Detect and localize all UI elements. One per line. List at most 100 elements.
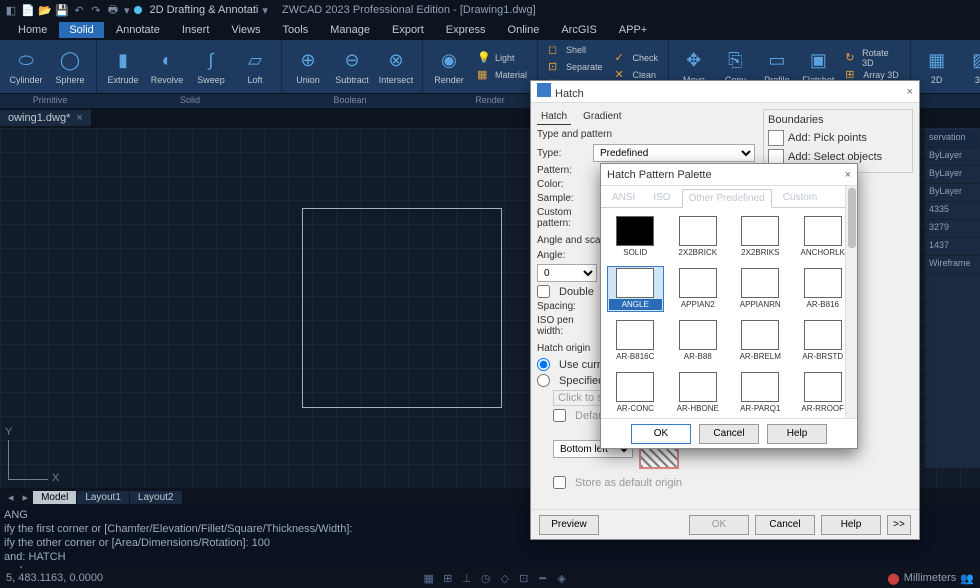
prop-row[interactable]: ByLayer: [927, 148, 978, 166]
angle-select[interactable]: 0: [537, 264, 597, 282]
scrollbar-thumb[interactable]: [848, 188, 856, 248]
ribbon-sweep-button[interactable]: ∫Sweep: [191, 42, 231, 92]
layout-tab-layout2[interactable]: Layout2: [130, 491, 182, 504]
osnap-toggle-icon[interactable]: ◇: [497, 570, 513, 586]
qat-dropdown-icon[interactable]: ▾: [124, 4, 130, 17]
palette-cancel-button[interactable]: Cancel: [699, 424, 759, 444]
palette-ok-button[interactable]: OK: [631, 424, 691, 444]
layout-nav-first-icon[interactable]: ◂: [4, 491, 18, 504]
rectangle-entity[interactable]: [302, 208, 502, 408]
pattern-appianrn[interactable]: APPIANRN: [732, 266, 789, 312]
pattern-angle[interactable]: ANGLE: [607, 266, 664, 312]
layout-tab-model[interactable]: Model: [33, 491, 76, 504]
menu-insert[interactable]: Insert: [172, 22, 220, 38]
prop-row[interactable]: 1437: [927, 238, 978, 256]
pattern-ar-b816c[interactable]: AR-B816C: [607, 318, 664, 364]
print-icon[interactable]: 🖶: [106, 3, 120, 17]
ribbon-sphere-button[interactable]: ◯Sphere: [50, 42, 90, 92]
people-icon[interactable]: 👥: [960, 572, 974, 585]
palette-titlebar[interactable]: Hatch Pattern Palette ×: [601, 164, 857, 186]
prop-row[interactable]: ByLayer: [927, 166, 978, 184]
workspace-dropdown-icon[interactable]: ▾: [262, 4, 268, 17]
snap-toggle-icon[interactable]: ▦: [421, 570, 437, 586]
lwt-toggle-icon[interactable]: ━: [535, 570, 551, 586]
menu-arcgis[interactable]: ArcGIS: [551, 22, 606, 38]
menu-export[interactable]: Export: [382, 22, 434, 38]
redo-icon[interactable]: ↷: [89, 3, 103, 17]
double-checkbox[interactable]: [537, 285, 550, 298]
origin-store-checkbox[interactable]: [553, 476, 566, 489]
ribbon-light-button[interactable]: 💡Light: [473, 50, 531, 66]
cancel-button[interactable]: Cancel: [755, 515, 815, 535]
type-select[interactable]: Predefined: [593, 144, 755, 162]
pattern-ar-hbone[interactable]: AR-HBONE: [670, 370, 727, 416]
app-icon[interactable]: ◧: [4, 3, 18, 17]
layout-tab-layout1[interactable]: Layout1: [77, 491, 129, 504]
polar-toggle-icon[interactable]: ◷: [478, 570, 494, 586]
ribbon-revolve-button[interactable]: ◐Revolve: [147, 42, 187, 92]
ribbon-extrude-button[interactable]: ▮Extrude: [103, 42, 143, 92]
menu-app+[interactable]: APP+: [609, 22, 657, 38]
palette-tab-iso[interactable]: ISO: [646, 188, 677, 207]
ribbon-loft-button[interactable]: ▱Loft: [235, 42, 275, 92]
ribbon-subtract-button[interactable]: ⊖Subtract: [332, 42, 372, 92]
menu-annotate[interactable]: Annotate: [106, 22, 170, 38]
menu-views[interactable]: Views: [221, 22, 270, 38]
pattern-ar-b816[interactable]: AR-B816: [795, 266, 852, 312]
palette-close-icon[interactable]: ×: [845, 169, 851, 181]
hatch-dialog-close-icon[interactable]: ×: [907, 86, 913, 98]
pattern-2x2brick[interactable]: 2X2BRICK: [670, 214, 727, 260]
menu-home[interactable]: Home: [8, 22, 57, 38]
pattern-ar-brelm[interactable]: AR-BRELM: [732, 318, 789, 364]
ribbon-render-button[interactable]: ◉Render: [429, 42, 469, 92]
tab-gradient[interactable]: Gradient: [579, 109, 625, 125]
more-button[interactable]: >>: [887, 515, 911, 535]
help-button[interactable]: Help: [821, 515, 881, 535]
ribbon-check-button[interactable]: ✓Check: [611, 50, 663, 66]
otrack-toggle-icon[interactable]: ⊡: [516, 570, 532, 586]
palette-scrollbar[interactable]: [845, 186, 857, 418]
ribbon-intersect-button[interactable]: ⊗Intersect: [376, 42, 416, 92]
pattern-anchorlk[interactable]: ANCHORLK: [795, 214, 852, 260]
workspace-selector[interactable]: 2D Drafting & Annotati: [150, 4, 259, 16]
menu-manage[interactable]: Manage: [320, 22, 380, 38]
palette-tab-custom[interactable]: Custom: [776, 188, 824, 207]
save-icon[interactable]: 💾: [55, 3, 69, 17]
ribbon-cylinder-button[interactable]: ⬭Cylinder: [6, 42, 46, 92]
menu-online[interactable]: Online: [498, 22, 550, 38]
add-pick-points-button[interactable]: Add: Pick points: [768, 130, 908, 146]
doctab-close-icon[interactable]: ×: [76, 112, 82, 124]
ribbon-2d-button[interactable]: ▦2D: [917, 42, 957, 92]
ortho-toggle-icon[interactable]: ⊥: [459, 570, 475, 586]
pattern-solid[interactable]: SOLID: [607, 214, 664, 260]
menu-solid[interactable]: Solid: [59, 22, 103, 38]
ribbon-shell-button[interactable]: ◻Shell: [544, 42, 607, 58]
layout-nav-prev-icon[interactable]: ▸: [19, 491, 33, 504]
preview-button[interactable]: Preview: [539, 515, 599, 535]
ribbon-material-button[interactable]: ▦Material: [473, 67, 531, 83]
prop-row[interactable]: Wireframe: [927, 256, 978, 274]
pattern-ar-rroof[interactable]: AR-RROOF: [795, 370, 852, 416]
pattern-ar-parq1[interactable]: AR-PARQ1: [732, 370, 789, 416]
pattern-appian2[interactable]: APPIAN2: [670, 266, 727, 312]
ribbon-rotate-3d-button[interactable]: ↻Rotate 3D: [841, 50, 903, 66]
palette-help-button[interactable]: Help: [767, 424, 827, 444]
palette-tab-other-predefined[interactable]: Other Predefined: [682, 189, 772, 208]
dyn-toggle-icon[interactable]: ◈: [554, 570, 570, 586]
tab-hatch[interactable]: Hatch: [537, 109, 571, 125]
menu-tools[interactable]: Tools: [273, 22, 319, 38]
doctab-drawing1[interactable]: owing1.dwg* ×: [0, 110, 91, 126]
menu-express[interactable]: Express: [436, 22, 496, 38]
undo-icon[interactable]: ↶: [72, 3, 86, 17]
prop-row[interactable]: 4335: [927, 202, 978, 220]
prop-row[interactable]: 3279: [927, 220, 978, 238]
origin-default-checkbox[interactable]: [553, 409, 566, 422]
pattern-ar-conc[interactable]: AR-CONC: [607, 370, 664, 416]
ok-button[interactable]: OK: [689, 515, 749, 535]
prop-row[interactable]: ByLayer: [927, 184, 978, 202]
origin-current-radio[interactable]: [537, 358, 550, 371]
pattern-ar-brstd[interactable]: AR-BRSTD: [795, 318, 852, 364]
palette-tab-ansi[interactable]: ANSI: [605, 188, 642, 207]
pattern-2x2briks[interactable]: 2X2BRIKS: [732, 214, 789, 260]
origin-specified-radio[interactable]: [537, 374, 550, 387]
